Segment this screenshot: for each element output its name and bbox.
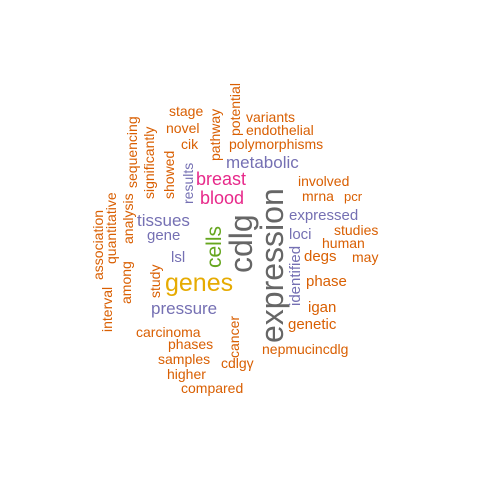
- word-identified: identified: [287, 245, 304, 306]
- word-involved: involved: [298, 173, 350, 189]
- word-expression: expression: [254, 188, 290, 343]
- word-quantitative: quantitative: [103, 192, 119, 264]
- word-variants: variants: [246, 109, 296, 125]
- word-cancer: cancer: [226, 315, 242, 358]
- word-cdlg-gamma: cdlgγ: [221, 355, 254, 371]
- word-tissues: tissues: [137, 211, 190, 230]
- word-polymorphisms: polymorphisms: [229, 136, 324, 152]
- word-among: among: [118, 261, 134, 304]
- word-novel: novel: [166, 120, 200, 136]
- word-metabolic: metabolic: [226, 153, 299, 172]
- word-genes: genes: [165, 269, 234, 297]
- word-significantly: significantly: [141, 126, 157, 199]
- word-study: study: [147, 264, 163, 298]
- word-results: results: [180, 162, 196, 204]
- word-cik: cik: [181, 136, 199, 152]
- word-showed: showed: [161, 150, 177, 199]
- word-carcinoma: carcinoma: [136, 324, 201, 340]
- word-phase: phase: [306, 273, 347, 290]
- word-loci: loci: [289, 226, 312, 243]
- word-compared: compared: [181, 380, 244, 396]
- word-samples: samples: [158, 351, 211, 367]
- word-igan: igan: [308, 299, 337, 316]
- word-lsl: lsl: [171, 249, 186, 266]
- word-sequencing: sequencing: [124, 116, 140, 188]
- word-genetic: genetic: [288, 316, 337, 333]
- word-analysis: analysis: [120, 193, 136, 244]
- word-breast: breast: [196, 169, 247, 189]
- word-studies: studies: [334, 222, 379, 238]
- word-cdlg: cdlg: [223, 214, 259, 273]
- word-phases: phases: [168, 336, 214, 352]
- word-stage: stage: [169, 103, 204, 119]
- word-nepmucincdlg: nepmucincdlg: [262, 341, 349, 357]
- word-higher: higher: [167, 366, 206, 382]
- word-interval: interval: [99, 286, 115, 332]
- word-gene: gene: [147, 227, 181, 244]
- word-cells: cells: [203, 225, 226, 268]
- word-endothelial: endothelial: [246, 122, 314, 138]
- word-mrna: mrna: [302, 188, 334, 204]
- word-blood: blood: [200, 188, 245, 208]
- word-expressed: expressed: [289, 207, 359, 224]
- word-pressure: pressure: [151, 299, 218, 318]
- word-may: may: [352, 249, 379, 265]
- word-human: human: [322, 235, 365, 251]
- word-pcr: pcr: [344, 189, 363, 204]
- word-pathway: pathway: [207, 108, 223, 161]
- word-degs: degs: [304, 248, 337, 265]
- word-potential: potential: [227, 83, 243, 136]
